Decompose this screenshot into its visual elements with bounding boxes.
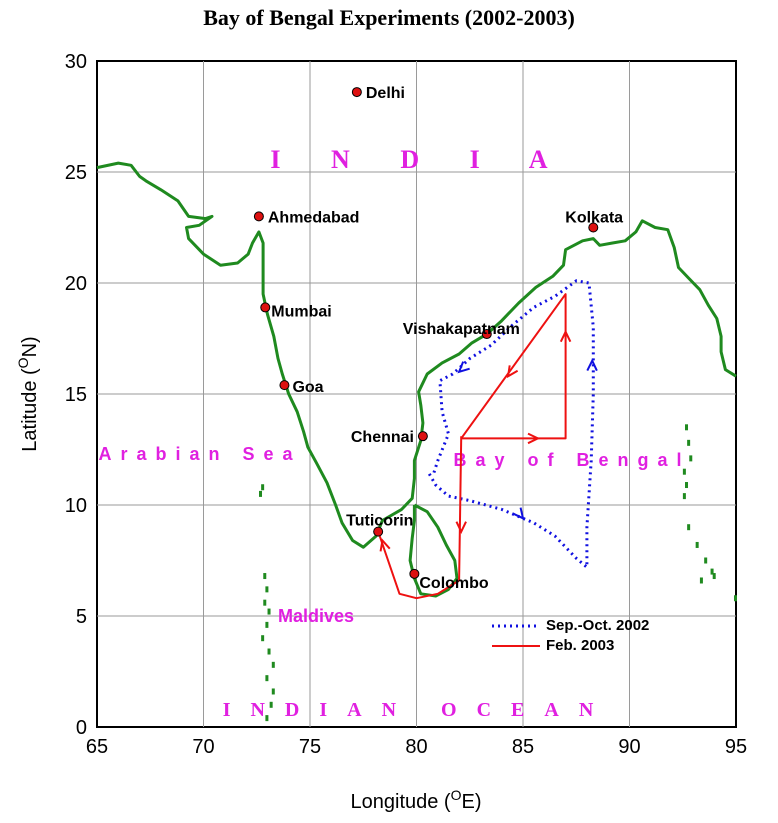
city-dot — [279, 380, 290, 391]
track-2003-arrow — [455, 521, 467, 534]
island-mark — [712, 573, 716, 580]
india-label: I N D I A — [270, 145, 569, 174]
island-mark — [687, 524, 691, 531]
city-label: Goa — [292, 379, 323, 396]
city-label: Tuticorin — [346, 513, 413, 530]
city-dot — [260, 302, 271, 313]
island-mark — [685, 482, 689, 489]
mainland-coastline — [96, 161, 737, 549]
y-tick-label: 15 — [65, 384, 87, 406]
track-2003-arrow — [527, 432, 541, 445]
island-mark — [710, 568, 714, 575]
track-2002-arrow — [586, 358, 598, 372]
island-mark — [263, 573, 267, 580]
legend-label-2003: Feb. 2003 — [546, 637, 614, 654]
y-tick-label: 20 — [65, 273, 87, 295]
indian-ocean-label: INDIAN OCEAN — [223, 699, 614, 721]
island-mark — [267, 648, 271, 655]
island-mark — [265, 715, 269, 722]
bay-of-bengal-label: Bay of Bengal — [453, 450, 690, 470]
island-mark — [699, 577, 703, 584]
city-label: Vishakapatnam — [403, 321, 520, 338]
island-mark — [682, 468, 686, 475]
island-mark — [261, 484, 265, 491]
track-2002 — [428, 279, 595, 571]
island-mark — [263, 599, 267, 606]
city-label: Mumbai — [271, 303, 331, 320]
city-markers: Delhi Ahmedabad Mumbai Goa Vishakapatnam Chen… — [253, 85, 623, 592]
track-2003-arrow — [506, 365, 519, 379]
gridlines — [97, 61, 736, 727]
x-tick-label: 90 — [618, 736, 640, 758]
island-mark — [687, 439, 691, 446]
legend: Sep.-Oct. 2002 Feb. 2003 — [492, 617, 649, 654]
track-2003-arrow — [379, 538, 391, 552]
cruise-tracks — [377, 279, 598, 600]
island-mark — [261, 635, 265, 642]
island-mark — [685, 424, 689, 431]
city-label: Colombo — [419, 575, 489, 592]
arabian-sea-label: Arabian Sea — [98, 444, 301, 464]
city-label: Ahmedabad — [268, 209, 360, 226]
y-tick-label: 0 — [76, 717, 87, 739]
x-axis-label: Longitude (OE) — [351, 787, 482, 813]
sri-lanka-coastline — [408, 503, 459, 598]
island-mark — [689, 455, 693, 462]
y-tick-labels: 0 5 10 15 20 25 30 — [65, 51, 87, 739]
island-mark — [734, 595, 737, 602]
city-dot — [481, 329, 492, 340]
island-mark — [265, 621, 269, 628]
x-tick-labels: 65 70 75 80 85 90 95 — [86, 736, 747, 758]
track-2003-arrow — [559, 329, 572, 343]
map-title: Bay of Bengal Experiments (2002-2003) — [203, 5, 575, 30]
city-dot — [253, 211, 264, 222]
island-mark — [265, 586, 269, 593]
city-dot — [351, 87, 362, 98]
city-dot — [409, 568, 420, 579]
city-dot — [373, 526, 384, 537]
y-tick-label: 30 — [65, 51, 87, 73]
island-mark — [682, 493, 686, 500]
maldives-label: Maldives — [278, 606, 354, 626]
x-tick-label: 75 — [299, 736, 321, 758]
track-2003 — [377, 293, 567, 600]
x-tick-label: 85 — [512, 736, 534, 758]
island-mark — [271, 661, 275, 668]
city-dot — [588, 222, 599, 233]
island-mark — [271, 688, 275, 695]
y-tick-label: 10 — [65, 495, 87, 517]
islands — [259, 424, 737, 722]
y-tick-label: 5 — [76, 606, 87, 628]
island-mark — [267, 608, 271, 615]
city-label: Delhi — [366, 85, 405, 102]
x-tick-label: 65 — [86, 736, 108, 758]
island-mark — [259, 490, 263, 497]
coastline — [96, 161, 737, 598]
y-tick-label: 25 — [65, 162, 87, 184]
track-2002-arrow — [512, 507, 525, 521]
city-label: Kolkata — [565, 210, 623, 227]
track-2002-arrow — [457, 361, 470, 374]
x-tick-label: 95 — [725, 736, 747, 758]
island-mark — [704, 557, 708, 564]
x-tick-label: 70 — [192, 736, 214, 758]
legend-label-2002: Sep.-Oct. 2002 — [546, 617, 649, 634]
city-dot — [417, 431, 428, 442]
island-mark — [269, 701, 273, 708]
x-tick-label: 80 — [405, 736, 427, 758]
island-mark — [695, 541, 699, 548]
island-mark — [265, 675, 269, 682]
y-axis-label: Latitude (ON) — [15, 336, 41, 451]
city-label: Chennai — [351, 429, 414, 446]
